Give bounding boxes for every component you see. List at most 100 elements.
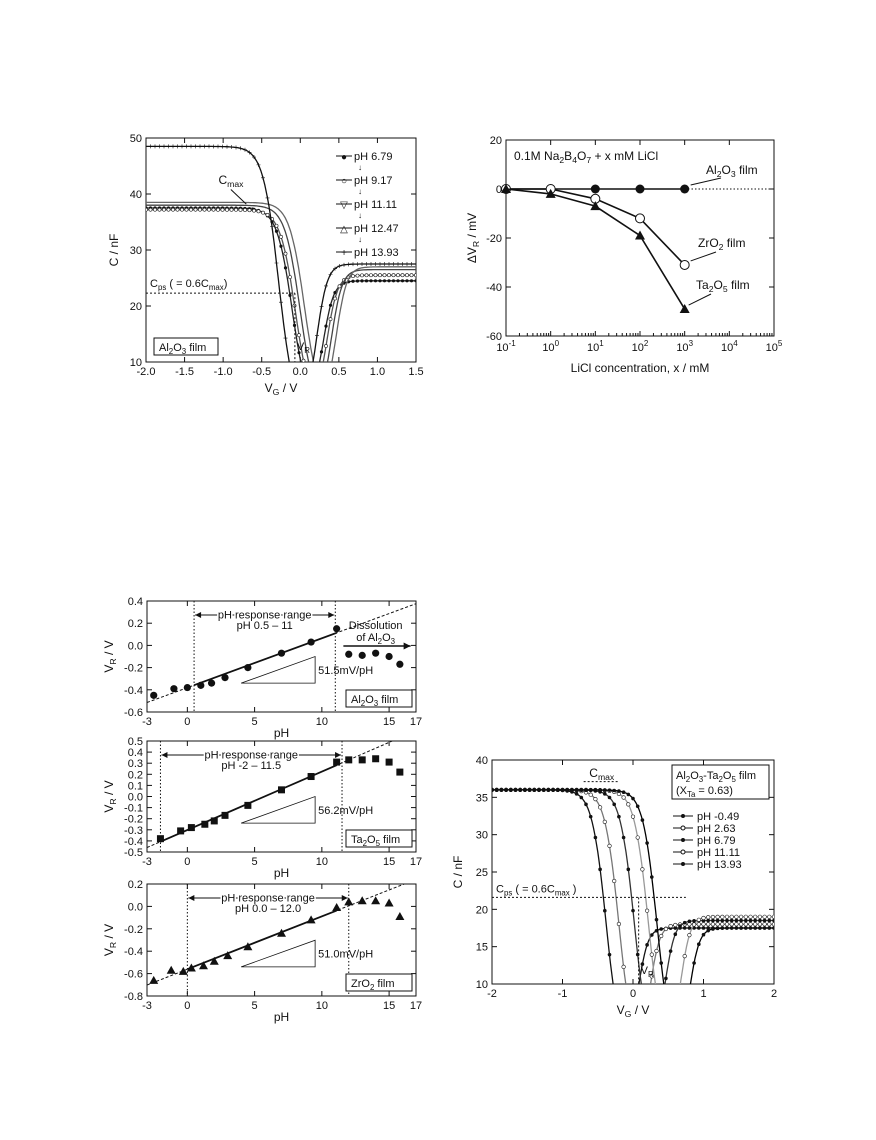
data-point <box>166 965 176 974</box>
y-tick-label: 25 <box>476 867 488 879</box>
point <box>391 279 396 283</box>
point <box>669 1028 673 1032</box>
point <box>333 266 337 271</box>
point <box>378 262 382 267</box>
point <box>753 918 757 923</box>
data-point <box>186 963 196 972</box>
point <box>537 788 541 792</box>
data-point <box>244 664 252 672</box>
point <box>247 150 252 155</box>
y-tick-label: -0.2 <box>124 814 143 826</box>
point <box>360 279 364 283</box>
point <box>697 926 701 930</box>
point <box>729 926 734 930</box>
legend-arrow: ↓ <box>358 211 362 220</box>
point <box>279 300 283 305</box>
point <box>355 279 360 283</box>
data-point <box>197 681 205 689</box>
data-point <box>198 961 208 970</box>
point <box>391 262 396 266</box>
point <box>762 914 767 919</box>
point <box>175 144 180 149</box>
data-point <box>201 820 209 828</box>
point <box>743 922 748 927</box>
x-tick-label: 5 <box>252 716 258 728</box>
curves <box>146 144 416 396</box>
point <box>328 317 333 322</box>
point <box>148 207 153 212</box>
range-label: pH response range <box>221 893 315 905</box>
point <box>593 835 598 840</box>
point <box>306 383 309 386</box>
point <box>225 207 229 212</box>
data-point <box>221 673 229 682</box>
point <box>641 1024 645 1028</box>
x-tick-label: 10 <box>316 856 328 868</box>
legend-label: pH 11.11 <box>697 847 740 859</box>
point <box>238 146 243 151</box>
point <box>364 262 369 267</box>
point <box>612 878 617 884</box>
y-tick-label: 15 <box>476 942 488 954</box>
point <box>148 144 153 149</box>
point <box>146 144 148 149</box>
point <box>373 273 378 278</box>
x-tick-label: 102 <box>632 339 649 354</box>
outlier-points <box>344 896 405 920</box>
point <box>645 841 649 845</box>
y-tick-label: -0.4 <box>124 836 143 848</box>
point <box>297 392 301 396</box>
point <box>603 908 607 913</box>
pointer-ta2o5 <box>688 293 712 306</box>
data-point <box>371 896 381 905</box>
point <box>288 275 292 280</box>
film-box <box>671 764 770 800</box>
point <box>748 918 753 923</box>
point <box>414 262 416 266</box>
point <box>772 918 774 923</box>
dissolution-arrowhead <box>403 642 411 650</box>
point <box>492 788 494 792</box>
point <box>324 344 328 348</box>
fit-line <box>187 909 337 971</box>
point <box>229 144 234 149</box>
point <box>688 989 692 993</box>
point <box>265 213 270 217</box>
point <box>729 914 734 919</box>
data-point <box>209 956 219 965</box>
point <box>180 207 184 212</box>
cmax-label: Cmax <box>589 766 615 782</box>
cps-label: Cps ( = 0.6Cmax ) <box>496 883 576 897</box>
pointer-al2o3 <box>690 177 722 186</box>
y-axis-label: C / nF <box>451 856 465 889</box>
point <box>324 324 328 328</box>
point <box>189 207 193 212</box>
point <box>715 922 720 927</box>
chart-cv-alta: -2 -1 0 1 2 10 15 20 25 30 35 40 Cmax Cps ( = 0.6Cmax… <box>451 755 777 1032</box>
point <box>701 915 706 921</box>
x-tick-label: -1.5 <box>175 366 194 378</box>
point <box>748 926 753 930</box>
point <box>579 795 584 800</box>
point <box>409 262 414 266</box>
point <box>324 283 328 288</box>
point <box>678 985 682 989</box>
point <box>641 990 645 994</box>
point <box>720 914 725 919</box>
extrapolation-line <box>147 884 406 986</box>
vr-label: VR <box>641 965 654 979</box>
point <box>673 932 678 937</box>
point <box>635 804 640 809</box>
x-tick-label: 1 <box>700 988 706 1000</box>
point <box>256 162 261 167</box>
data-point <box>358 651 366 659</box>
data-point <box>207 679 216 687</box>
point <box>644 908 650 913</box>
point <box>734 918 739 923</box>
y-tick-label: -0.6 <box>124 969 143 981</box>
series-line <box>146 201 416 362</box>
point <box>570 788 574 792</box>
x-tick-label: -2 <box>487 988 497 1000</box>
point <box>342 262 346 267</box>
legend-label: pH 12.47 <box>354 223 399 235</box>
